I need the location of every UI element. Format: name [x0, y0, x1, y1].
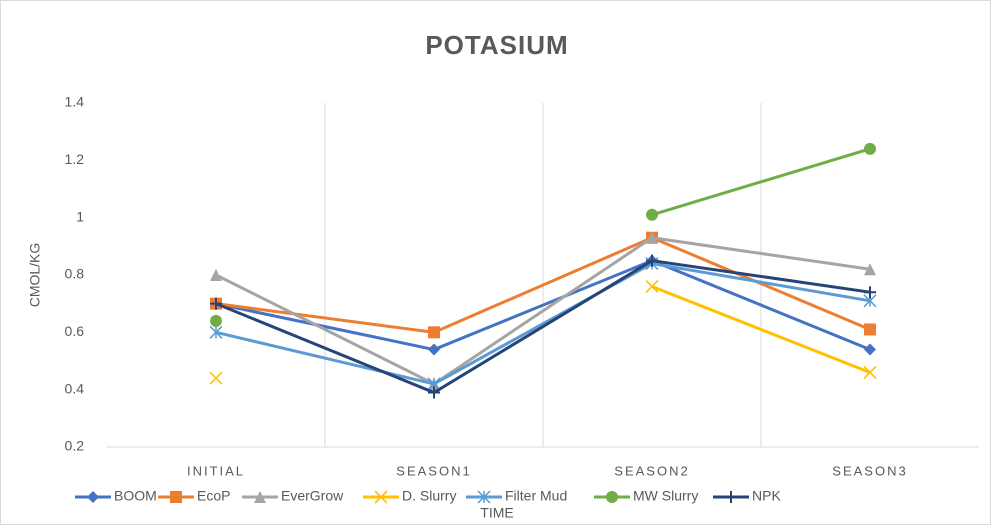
- marker: [428, 343, 440, 356]
- y-tick-label: 1: [76, 208, 84, 224]
- y-tick-label: 0.4: [65, 380, 85, 396]
- chart-title: POTASIUM: [425, 30, 568, 60]
- marker: [864, 263, 876, 276]
- legend-label: BOOM: [114, 488, 157, 504]
- y-tick-label: 1.4: [65, 94, 85, 110]
- marker: [428, 326, 440, 339]
- marker: [210, 297, 222, 310]
- series-line: [651, 285, 871, 374]
- marker: [210, 314, 222, 327]
- legend-label: D. Slurry: [402, 488, 456, 504]
- marker: [864, 286, 876, 299]
- marker: [864, 323, 876, 336]
- series-line: [215, 259, 871, 395]
- marker: [864, 142, 876, 155]
- legend-marker: [606, 491, 618, 503]
- series-line: [215, 236, 871, 386]
- y-tick-label: 0.6: [65, 323, 85, 339]
- legend-marker: [170, 491, 182, 503]
- x-tick-label: SEASON2: [614, 463, 689, 478]
- legend-label: Filter Mud: [505, 488, 567, 504]
- y-tick-label: 1.2: [65, 151, 85, 167]
- x-axis-label: TIME: [480, 505, 513, 521]
- marker: [210, 269, 222, 281]
- legend-label: EcoP: [197, 488, 230, 504]
- legend-label: MW Slurry: [633, 488, 698, 504]
- y-axis-label: CMOL/KG: [27, 243, 43, 308]
- marker: [646, 254, 658, 267]
- series-line: [215, 259, 871, 352]
- marker: [428, 386, 440, 399]
- x-tick-label: SEASON1: [396, 463, 471, 478]
- x-tick-label: INITIAL: [187, 463, 245, 478]
- marker: [209, 371, 223, 385]
- y-tick-label: 0.2: [65, 438, 85, 454]
- marker: [864, 343, 876, 356]
- legend-label: EverGrow: [281, 488, 344, 504]
- legend-marker: [254, 491, 266, 503]
- legend-marker: [725, 491, 737, 503]
- series-line: [215, 261, 871, 386]
- marker: [209, 325, 223, 339]
- legend-marker: [374, 490, 388, 504]
- legend-marker: [477, 490, 491, 504]
- marker: [646, 231, 658, 244]
- marker: [863, 365, 877, 380]
- marker: [645, 279, 659, 294]
- legend-label: NPK: [752, 488, 781, 504]
- legend-marker: [87, 491, 99, 503]
- x-tick-label: SEASON3: [832, 463, 907, 478]
- series-line: [651, 147, 871, 217]
- y-tick-label: 0.8: [65, 266, 85, 282]
- marker: [646, 208, 658, 221]
